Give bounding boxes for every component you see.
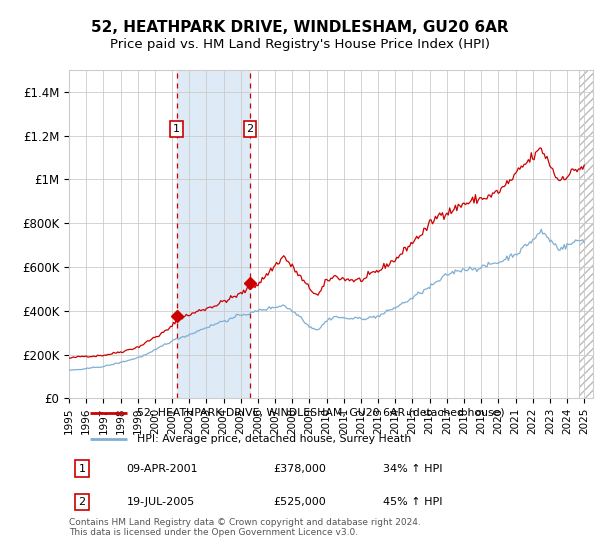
Text: £525,000: £525,000	[273, 497, 326, 507]
Text: HPI: Average price, detached house, Surrey Heath: HPI: Average price, detached house, Surr…	[137, 434, 412, 444]
Text: 45% ↑ HPI: 45% ↑ HPI	[383, 497, 443, 507]
Text: £378,000: £378,000	[273, 464, 326, 474]
Text: 34% ↑ HPI: 34% ↑ HPI	[383, 464, 443, 474]
Bar	[177, 70, 250, 398]
Text: 1: 1	[173, 124, 180, 134]
Text: 52, HEATHPARK DRIVE, WINDLESHAM, GU20 6AR (detached house): 52, HEATHPARK DRIVE, WINDLESHAM, GU20 6A…	[137, 408, 505, 418]
Text: Price paid vs. HM Land Registry's House Price Index (HPI): Price paid vs. HM Land Registry's House …	[110, 38, 490, 51]
Text: 52, HEATHPARK DRIVE, WINDLESHAM, GU20 6AR: 52, HEATHPARK DRIVE, WINDLESHAM, GU20 6A…	[91, 20, 509, 35]
Text: Contains HM Land Registry data © Crown copyright and database right 2024.
This d: Contains HM Land Registry data © Crown c…	[69, 518, 421, 538]
Text: 2: 2	[79, 497, 86, 507]
Text: 19-JUL-2005: 19-JUL-2005	[127, 497, 195, 507]
Text: 1: 1	[79, 464, 86, 474]
Text: 2: 2	[247, 124, 254, 134]
Text: 09-APR-2001: 09-APR-2001	[127, 464, 198, 474]
